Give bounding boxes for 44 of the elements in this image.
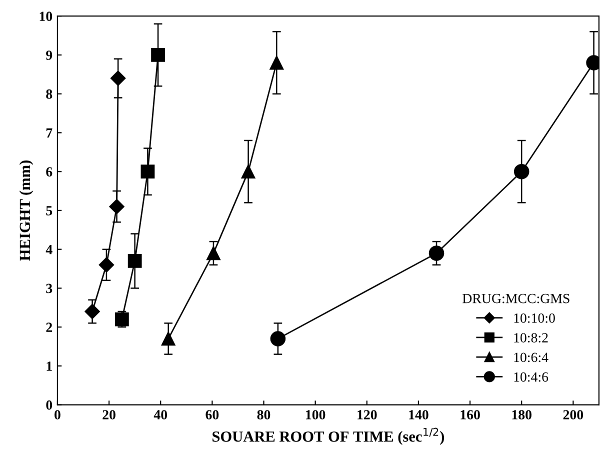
y-tick-label: 8 xyxy=(46,89,52,99)
point xyxy=(140,164,155,179)
x-tick-label: 0 xyxy=(54,410,60,420)
y-tick-label: 10 xyxy=(40,12,52,22)
x-tick-label: 160 xyxy=(460,410,480,420)
point xyxy=(241,164,256,179)
point xyxy=(206,246,220,260)
point xyxy=(114,312,129,326)
x-tick-label: 120 xyxy=(358,410,377,420)
x-tick-label: 100 xyxy=(306,410,326,420)
x-axis-title: SOUARE ROOT OF TIME (sec$^{1/2}$) xyxy=(212,428,444,445)
x-tick-label: 20 xyxy=(102,410,116,420)
y-axis-title: HEIGHT (mm) xyxy=(19,160,34,261)
x-tick-label: 40 xyxy=(154,410,168,420)
legend-label: 10:4:6 xyxy=(514,372,548,382)
legend-label: 10:10:0 xyxy=(514,313,555,323)
point xyxy=(161,332,176,346)
point xyxy=(428,246,444,261)
y-tick-label: 9 xyxy=(46,50,52,60)
y-tick-label: 3 xyxy=(46,284,52,294)
x-tick-label: 60 xyxy=(206,410,219,420)
legend-title: DRUG:MCC:GMS xyxy=(462,294,570,304)
y-tick-label: 0 xyxy=(46,400,52,410)
point xyxy=(514,164,530,180)
y-tick-label: 5 xyxy=(46,206,52,216)
x-tick-label: 140 xyxy=(409,410,428,420)
x-tick-label: 180 xyxy=(512,410,532,420)
point xyxy=(270,331,286,346)
y-tick-label: 1 xyxy=(46,362,52,371)
x-tick-label: 80 xyxy=(257,410,270,420)
point xyxy=(128,254,142,268)
y-tick-label: 4 xyxy=(46,244,52,254)
point xyxy=(84,304,100,320)
point xyxy=(98,257,114,272)
legend-label: 10:6:4 xyxy=(514,352,548,362)
x-tick-label: 200 xyxy=(563,410,584,420)
y-tick-label: 6 xyxy=(46,167,52,177)
y-tick-label: 2 xyxy=(46,322,52,332)
point xyxy=(151,48,165,62)
point xyxy=(270,56,284,70)
point xyxy=(110,70,126,86)
point xyxy=(109,198,124,214)
y-tick-label: 7 xyxy=(46,128,52,138)
legend-label: 10:8:2 xyxy=(514,333,548,343)
